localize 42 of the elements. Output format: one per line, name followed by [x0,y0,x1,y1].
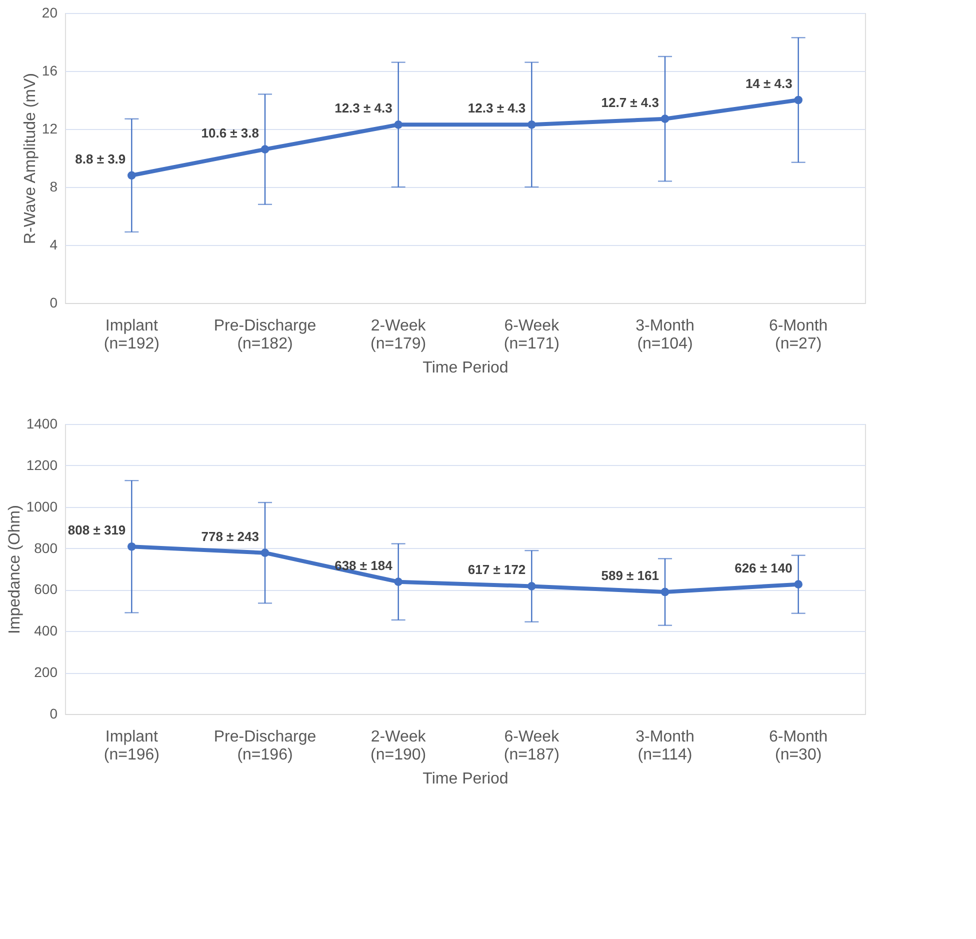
y-tick-label: 1200 [26,456,58,473]
x-tick-label: 6-Week (n=187) [504,728,560,764]
data-label: 808 ± 319 [68,522,126,538]
data-label: 12.3 ± 4.3 [334,100,392,116]
x-axis-title: Time Period [422,770,508,788]
x-tick-label: Pre-Discharge (n=182) [214,318,316,352]
data-label: 626 ± 140 [734,560,792,576]
data-label: 12.7 ± 4.3 [601,94,659,110]
data-label: 14 ± 4.3 [745,76,792,91]
x-tick-label: Pre-Discharge (n=196) [214,728,316,764]
x-tick-label: Implant (n=196) [104,728,160,764]
data-label: 638 ± 184 [334,558,394,573]
y-tick-label: 0 [50,294,58,310]
x-tick-label: 6-Month (n=30) [768,728,828,764]
x-axis-title: Time Period [422,360,508,376]
y-tick-label: 8 [50,178,58,194]
x-tick-label: 6-Week (n=171) [504,318,560,352]
data-label: 12.3 ± 4.3 [468,100,526,116]
x-tick-label: 3-Month (n=114) [636,728,694,764]
y-tick-label: 16 [42,62,58,78]
y-tick-label: 600 [34,581,58,598]
y-tick-label: 400 [34,622,58,639]
y-tick-label: 1400 [26,416,58,432]
y-tick-label: 800 [34,540,58,556]
y-tick-label: 20 [42,4,58,20]
y-tick-label: 200 [34,664,58,680]
x-tick-label: Implant (n=192) [104,318,160,352]
data-label: 617 ± 172 [468,562,526,578]
x-tick-label: 2-Week (n=190) [370,728,427,764]
y-axis-title: Impedance (Ohm) [6,505,24,634]
y-axis-title: R-Wave Amplitude (mV) [22,73,39,244]
y-tick-label: 12 [42,120,58,136]
data-label: 8.8 ± 3.9 [75,151,126,166]
x-tick-label: 2-Week (n=179) [370,318,427,352]
y-tick-label: 0 [50,706,58,722]
y-tick-label: 4 [50,236,58,252]
x-tick-label: 3-Month (n=104) [636,318,694,352]
data-label: 10.6 ± 3.8 [201,125,259,140]
data-label: 778 ± 243 [201,528,259,544]
x-tick-label: 6-Month (n=27) [768,318,828,352]
y-tick-label: 1000 [26,498,58,514]
data-label: 589 ± 161 [601,568,659,583]
